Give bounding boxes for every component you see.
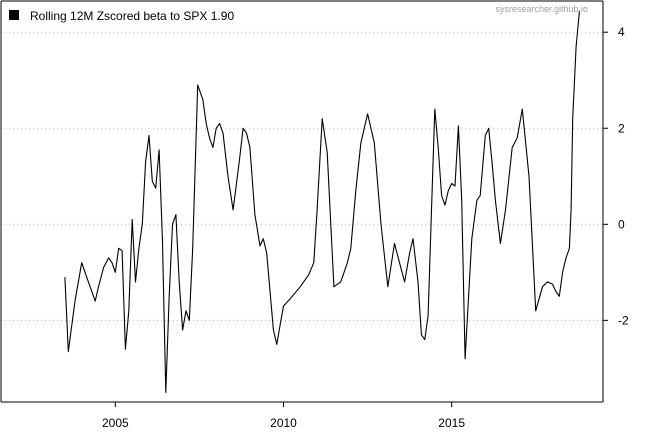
x-tick-label: 2010 — [270, 416, 297, 430]
x-tick-label: 2005 — [102, 416, 129, 430]
y-tick-label: 0 — [618, 217, 625, 231]
watermark: sysresearcher.github.io — [495, 4, 588, 14]
legend: Rolling 12M Zscored beta to SPX 1.90 — [9, 9, 234, 23]
y-tick-label: 2 — [618, 121, 625, 135]
legend-marker — [9, 10, 19, 20]
grid — [1, 31, 603, 321]
series-group — [64, 10, 581, 393]
x-tick-label: 2015 — [438, 416, 465, 430]
axes — [0, 0, 604, 403]
legend-label: Rolling 12M Zscored beta to SPX 1.90 — [30, 9, 234, 23]
y-axis-ticks: -2 0 2 4 — [603, 25, 629, 327]
series-line — [64, 10, 581, 393]
y-tick-label: -2 — [618, 313, 629, 327]
y-tick-label: 4 — [618, 25, 625, 39]
x-axis-ticks: 2005 2010 2015 — [102, 402, 465, 430]
